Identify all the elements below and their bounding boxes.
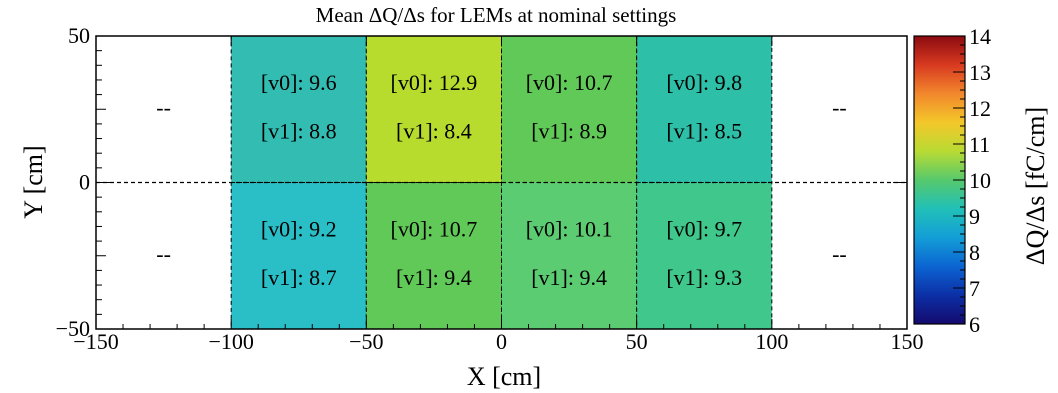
- y-tick-label: 50: [68, 23, 90, 48]
- colorbar-tick-label: 9: [969, 204, 980, 229]
- x-tick-label: −100: [208, 329, 253, 354]
- y-tick-label: 0: [79, 170, 90, 195]
- y-axis-title: Y [cm]: [19, 145, 48, 218]
- cell-v0-label: [v0]: 10.7: [391, 217, 478, 242]
- x-tick-label: 100: [755, 329, 788, 354]
- cell-v1-label: [v1]: 9.3: [666, 265, 742, 290]
- x-tick-label: 150: [891, 329, 924, 354]
- heatmap-cell: [230, 35, 367, 183]
- colorbar-tick-label: 6: [969, 312, 980, 337]
- colorbar-tick-label: 7: [969, 276, 980, 301]
- heatmap-cell: [636, 182, 773, 330]
- cell-v0-label: [v0]: 9.7: [666, 217, 742, 242]
- x-tick-label: −150: [73, 329, 118, 354]
- colorbar: 6 7 8 9 10 11 12 13 14: [913, 24, 991, 337]
- x-tick-label: 0: [496, 329, 507, 354]
- cell-v0-label: [v0]: 10.1: [526, 217, 613, 242]
- cell-v1-label: [v1]: 8.9: [531, 119, 607, 144]
- x-tick-label: 50: [626, 329, 648, 354]
- cell-v1-label: [v1]: 8.4: [396, 119, 472, 144]
- colorbar-title: ΔQ/Δs [fC/cm]: [1021, 107, 1050, 265]
- cell-v1-label: [v1]: 8.8: [261, 119, 337, 144]
- cell-v0-label: [v0]: 9.2: [261, 217, 337, 242]
- cell-v1-label: [v1]: 8.5: [666, 119, 742, 144]
- cell-v1-label: [v1]: 9.4: [531, 265, 607, 290]
- x-axis-title: X [cm]: [467, 362, 541, 391]
- colorbar-tick-label: 10: [969, 168, 991, 193]
- heatmap-cell: [365, 182, 503, 330]
- empty-cell-label: --: [156, 242, 171, 267]
- colorbar-tick-label: 14: [969, 24, 991, 49]
- colorbar-tick-label: 12: [969, 96, 991, 121]
- heatmap-cell: [365, 35, 503, 183]
- heatmap-cell: [501, 35, 638, 183]
- cell-v0-label: [v0]: 9.6: [261, 70, 337, 95]
- colorbar-tick-label: 8: [969, 240, 980, 265]
- colorbar-tick-label: 11: [969, 132, 990, 157]
- heatmap-cell: [230, 182, 367, 330]
- cell-v0-label: [v0]: 9.8: [666, 70, 742, 95]
- x-tick-label: −50: [349, 329, 383, 354]
- plot-area: -- [v0]: 9.6 [v1]: 8.8 [v0]: 12.9 [v1]: 8.4 […: [56, 23, 924, 354]
- cell-v0-label: [v0]: 10.7: [526, 70, 613, 95]
- colorbar-tick-label: 13: [969, 60, 991, 85]
- empty-cell-label: --: [156, 95, 171, 120]
- heatmap-cell: [501, 182, 638, 330]
- cell-v1-label: [v1]: 9.4: [396, 265, 472, 290]
- empty-cell-label: --: [832, 95, 847, 120]
- cell-v0-label: [v0]: 12.9: [391, 70, 478, 95]
- chart-title: Mean ΔQ/Δs for LEMs at nominal settings: [316, 3, 677, 27]
- heatmap-cell: [636, 35, 773, 183]
- empty-cell-label: --: [832, 242, 847, 267]
- cell-v1-label: [v1]: 8.7: [261, 265, 337, 290]
- y-tick-label: −50: [56, 316, 90, 341]
